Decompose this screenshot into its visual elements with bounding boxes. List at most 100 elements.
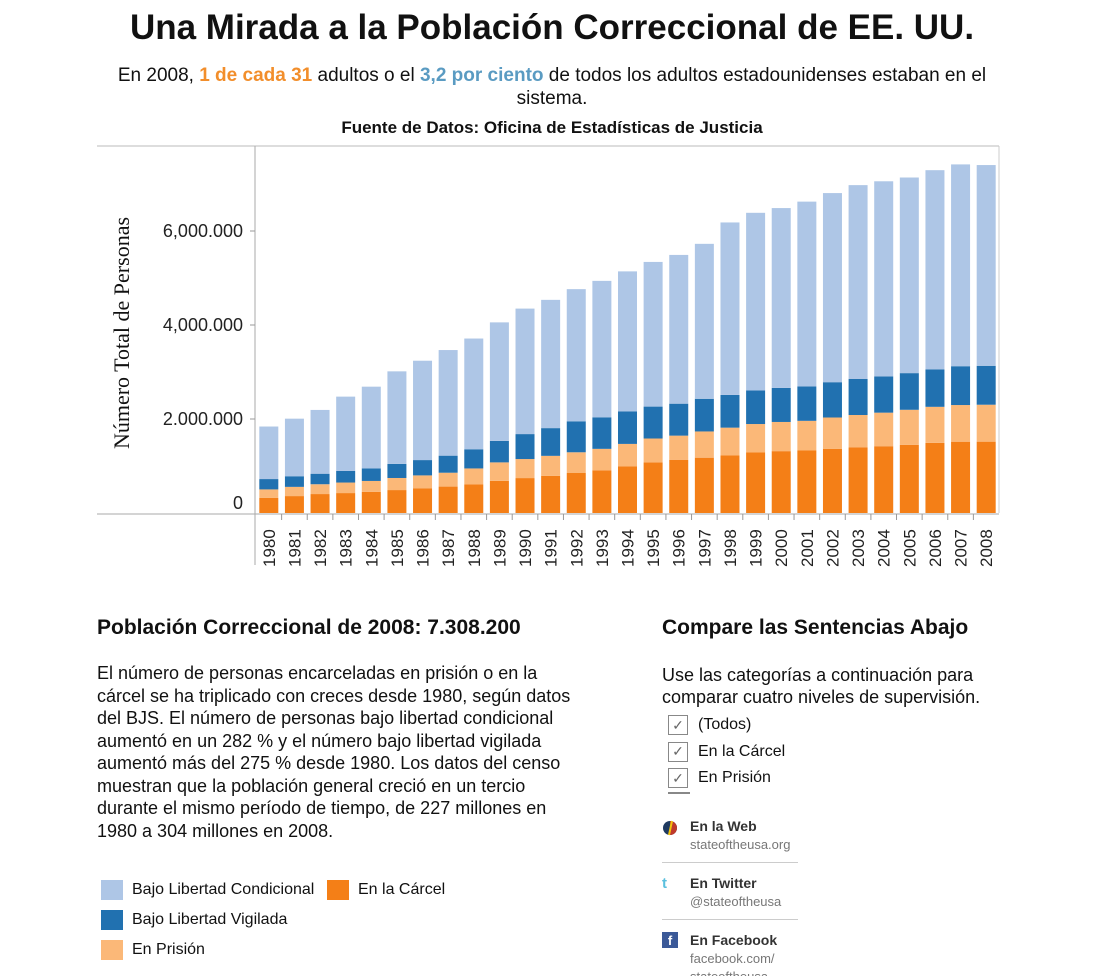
social-handle-continued: stateoftheusa	[690, 969, 777, 976]
bar-segment	[720, 455, 740, 513]
bar-segment	[925, 369, 945, 407]
filter-todos[interactable]: ✓ (Todos)	[668, 712, 868, 739]
filter-prision[interactable]: ✓ En Prisión	[668, 765, 868, 792]
divider	[662, 919, 798, 920]
bar-segment	[259, 426, 279, 480]
bar-segment	[336, 482, 356, 494]
bar-segment	[797, 450, 817, 513]
x-tick-label: 1980	[260, 529, 279, 567]
filter-carcel[interactable]: ✓ En la Cárcel	[668, 739, 868, 766]
bar-segment	[848, 185, 868, 379]
web-logo-icon	[663, 820, 677, 836]
x-tick-label: 1993	[593, 529, 612, 567]
compare-description: Use las categorías a continuación para c…	[662, 665, 981, 707]
stacked-bar-chart: 0 2.000.000 4,000.000 6,000.000 1980 1981 1982…	[97, 145, 1000, 567]
bar-segment	[515, 478, 535, 513]
bar-segment	[464, 484, 484, 513]
bar-segment	[669, 435, 689, 460]
bar-segment	[592, 417, 612, 449]
x-tick-label: 1994	[619, 529, 638, 567]
subtitle-text: adultos o el	[312, 65, 420, 86]
bar-segment	[438, 486, 458, 513]
highlight-ratio: 1 de cada 31	[199, 65, 313, 86]
bar-segment	[976, 365, 996, 405]
bar-segment	[925, 406, 945, 443]
bar-segment	[925, 442, 945, 513]
bar-segment	[413, 475, 433, 489]
bar-segment	[951, 366, 971, 406]
bar-segment	[361, 480, 381, 492]
social-web[interactable]: En la Web stateoftheusa.org	[662, 818, 798, 852]
checkbox-checked-icon[interactable]: ✓	[668, 768, 688, 789]
legend-item-condicional: Bajo Libertad Condicional	[101, 880, 314, 900]
social-handle[interactable]: @stateoftheusa	[690, 894, 782, 909]
highlight-percent: 3,2 por ciento	[419, 65, 544, 86]
bar-segment	[874, 446, 894, 513]
checkbox-checked-icon[interactable]: ✓	[668, 741, 688, 762]
bar-segment	[720, 222, 740, 395]
bar-segment	[284, 418, 304, 477]
bar-segment	[464, 338, 484, 450]
bar-segment	[694, 243, 714, 399]
bar-segment	[951, 164, 971, 367]
x-tick-label: 1992	[567, 529, 586, 567]
x-tick-label: 2005	[900, 529, 919, 567]
bar-segment	[515, 459, 535, 479]
bar-segment	[874, 181, 894, 377]
page-title: Una Mirada a la Población Correccional d…	[129, 8, 975, 47]
social-handle[interactable]: stateoftheusa.org	[690, 837, 791, 852]
bar-segment	[797, 420, 817, 451]
bar-segment	[361, 468, 381, 481]
bar-segment	[413, 488, 433, 513]
x-tick-label: 1989	[490, 529, 509, 567]
social-facebook[interactable]: f En Facebook facebook.com/stateoftheusa	[662, 932, 798, 976]
subtitle-text: En 2008,	[117, 65, 200, 86]
bar-segment	[746, 212, 766, 391]
bar-segment	[515, 308, 535, 435]
checkbox-checked-icon[interactable]: ✓	[668, 715, 688, 736]
bar-segment	[284, 486, 304, 497]
stats-body: El número de personas encarceladas en pr…	[97, 663, 571, 841]
bar-segment	[413, 460, 433, 476]
filter-label: En Prisión	[698, 769, 771, 787]
bar-segment	[618, 411, 637, 444]
bar-segment	[848, 447, 868, 513]
bar-segment	[643, 462, 663, 513]
bar-segment	[848, 415, 868, 448]
bar-segment	[822, 448, 842, 513]
bar-segment	[694, 457, 714, 513]
filter-label: En la Cárcel	[698, 742, 786, 760]
subtitle: En 2008, 1 de cada 31 adultos o el 3,2 p…	[110, 64, 994, 110]
x-tick-label: 2007	[952, 529, 971, 567]
x-tick-label: 1982	[311, 529, 330, 567]
social-handle[interactable]: facebook.com/	[690, 951, 775, 966]
bar-segment	[951, 441, 971, 513]
x-tick-label: 1987	[439, 529, 458, 567]
bar-segment	[746, 424, 766, 453]
x-tick-label: 1999	[747, 529, 766, 567]
bar-segment	[669, 459, 689, 513]
bar-segment	[951, 405, 971, 442]
bar-segment	[797, 201, 817, 387]
x-tick-label: 2008	[977, 529, 996, 567]
bar-segment	[284, 476, 304, 487]
bar-segment	[797, 386, 817, 421]
legend-swatch	[101, 940, 123, 960]
bar-segment	[720, 394, 740, 428]
x-tick-label: 2000	[772, 529, 791, 567]
bar-segment	[694, 398, 714, 432]
bar-segment	[387, 463, 407, 478]
bar-segment	[771, 451, 791, 513]
social-twitter[interactable]: t En Twitter @stateoftheusa	[662, 875, 798, 909]
bar-segment	[669, 254, 689, 404]
data-source: Fuente de Datos: Oficina de Estadísticas…	[341, 118, 763, 137]
bar-segment	[746, 390, 766, 425]
bar-segment	[336, 470, 356, 483]
twitter-icon: t	[662, 875, 667, 892]
legend-swatch	[101, 880, 123, 900]
bar-segment	[541, 299, 561, 429]
bar-segment	[592, 470, 612, 513]
x-tick-label: 1990	[516, 529, 535, 567]
scroll-indicator	[668, 791, 690, 794]
filter-list[interactable]: ✓ (Todos) ✓ En la Cárcel ✓ En Prisión	[668, 712, 868, 794]
